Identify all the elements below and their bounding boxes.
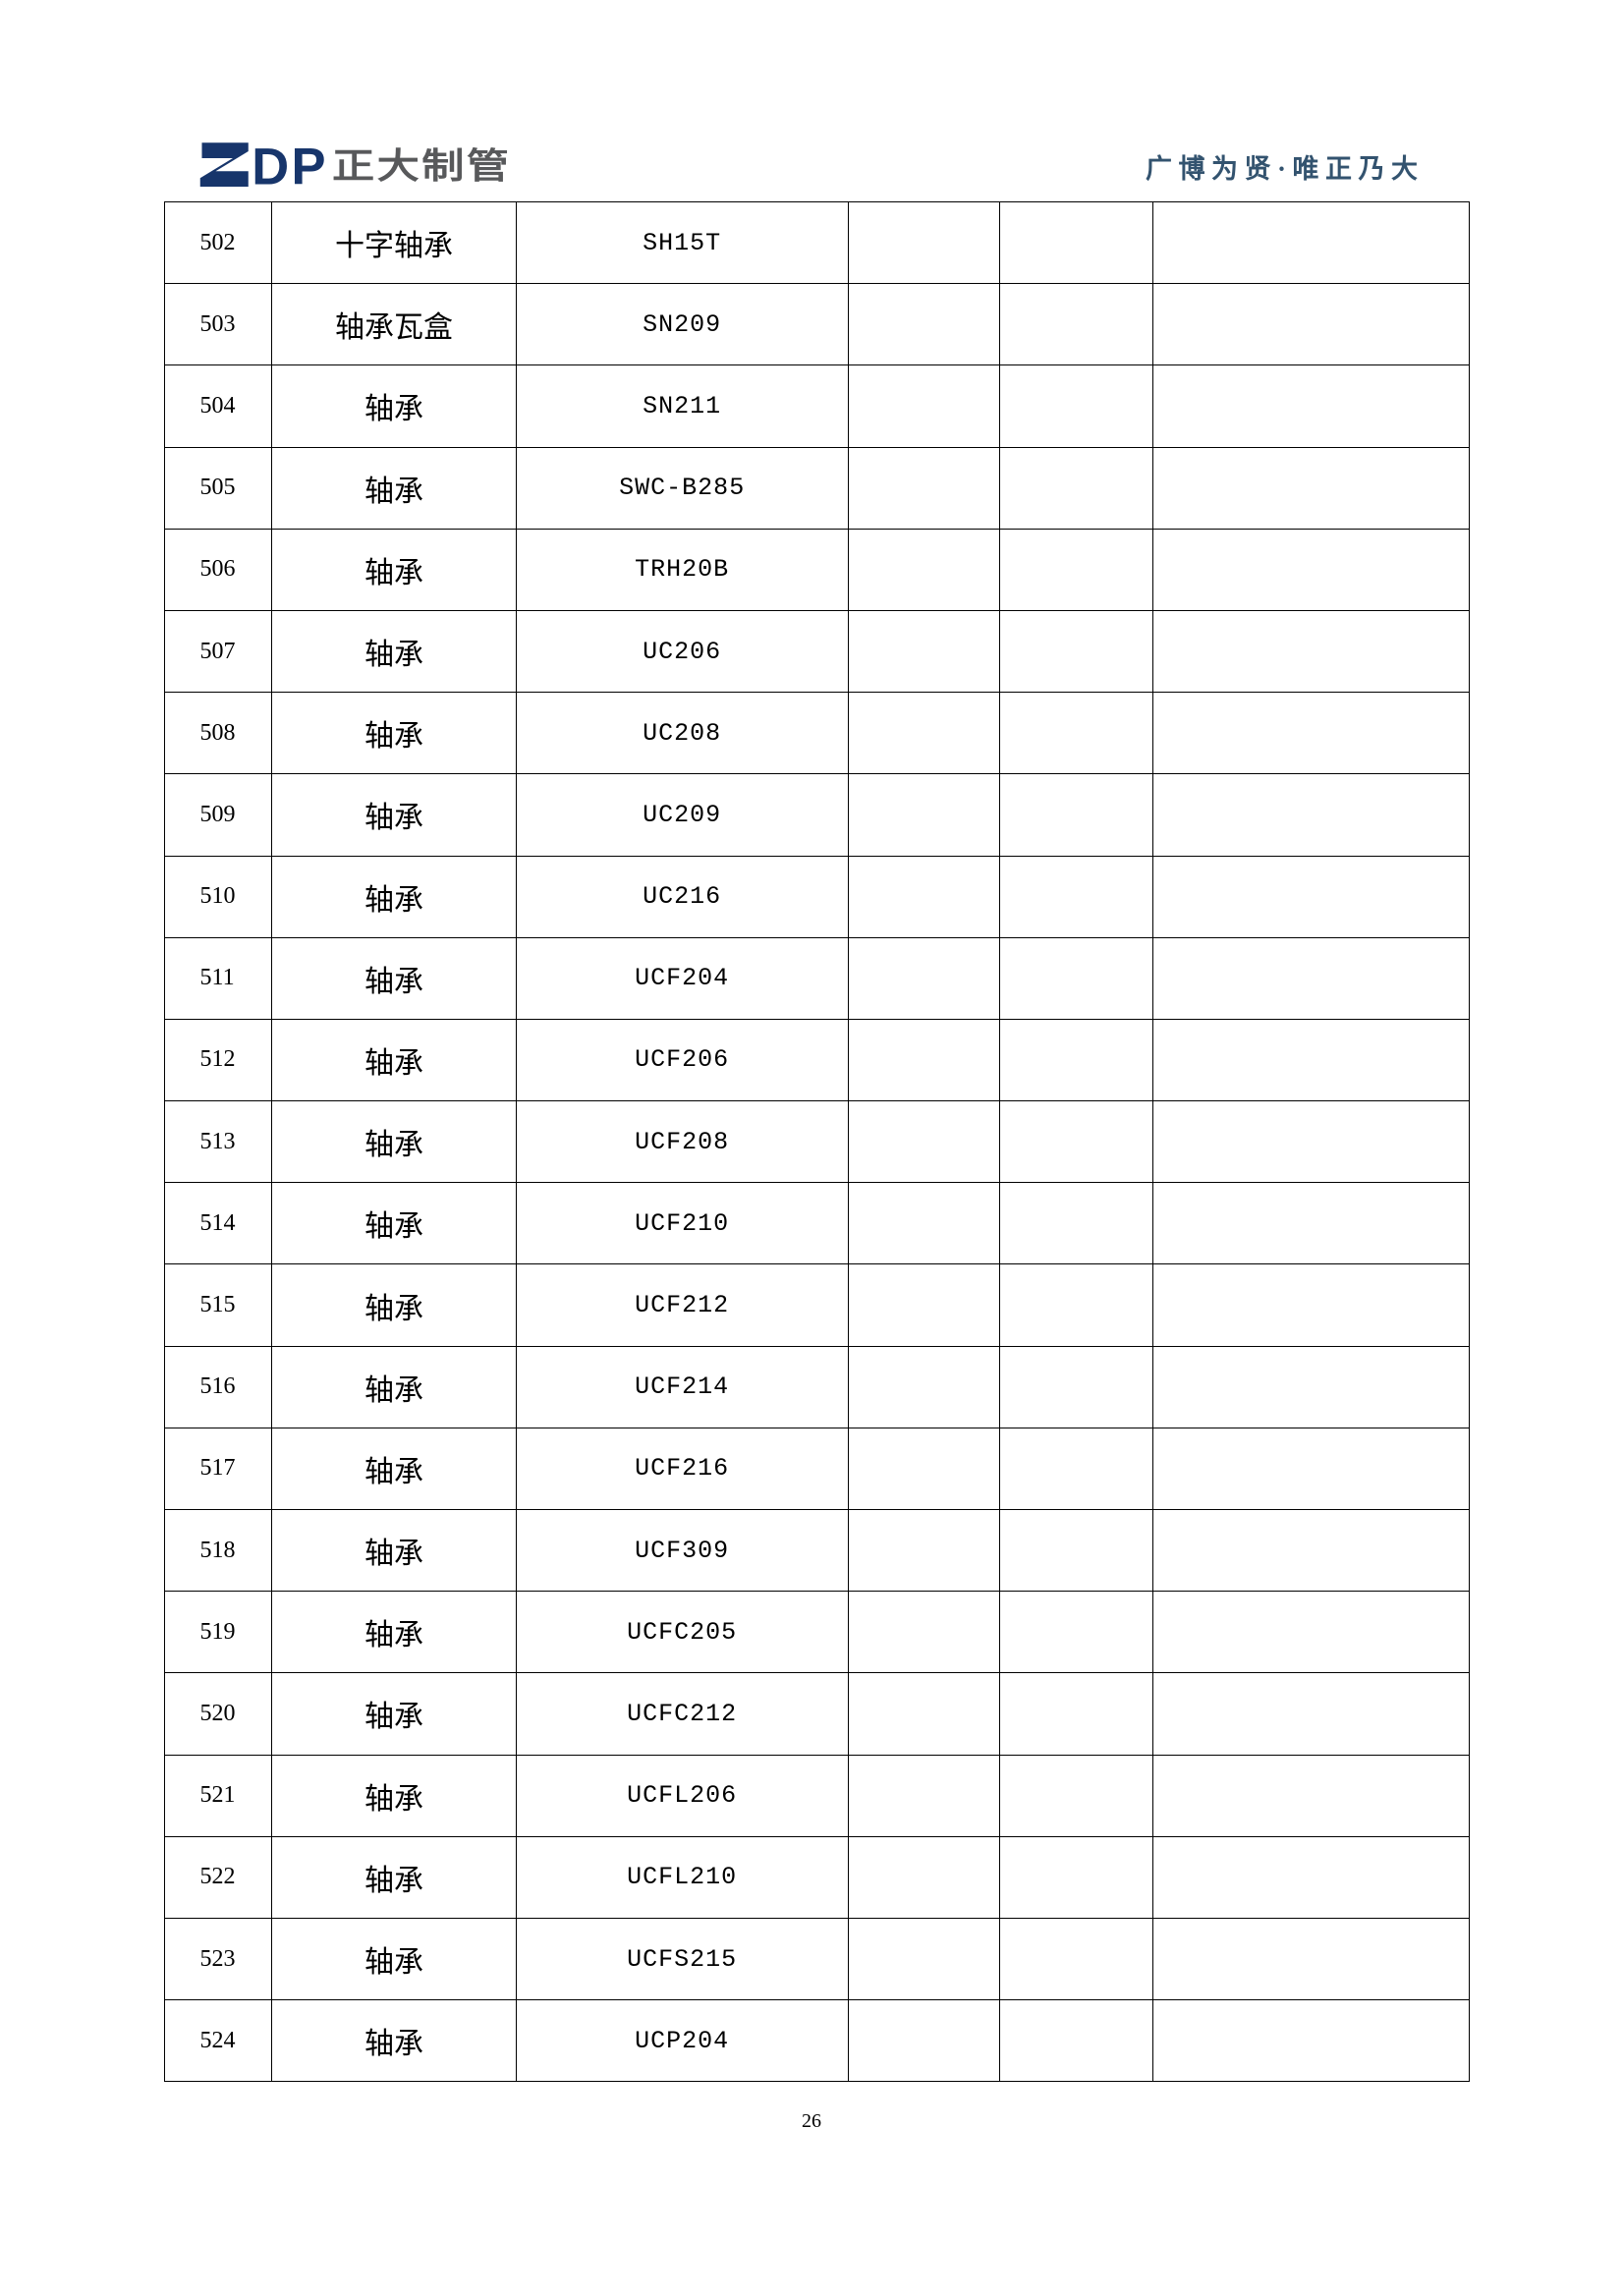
svg-text:P: P	[292, 138, 326, 189]
svg-text:D: D	[252, 138, 289, 189]
